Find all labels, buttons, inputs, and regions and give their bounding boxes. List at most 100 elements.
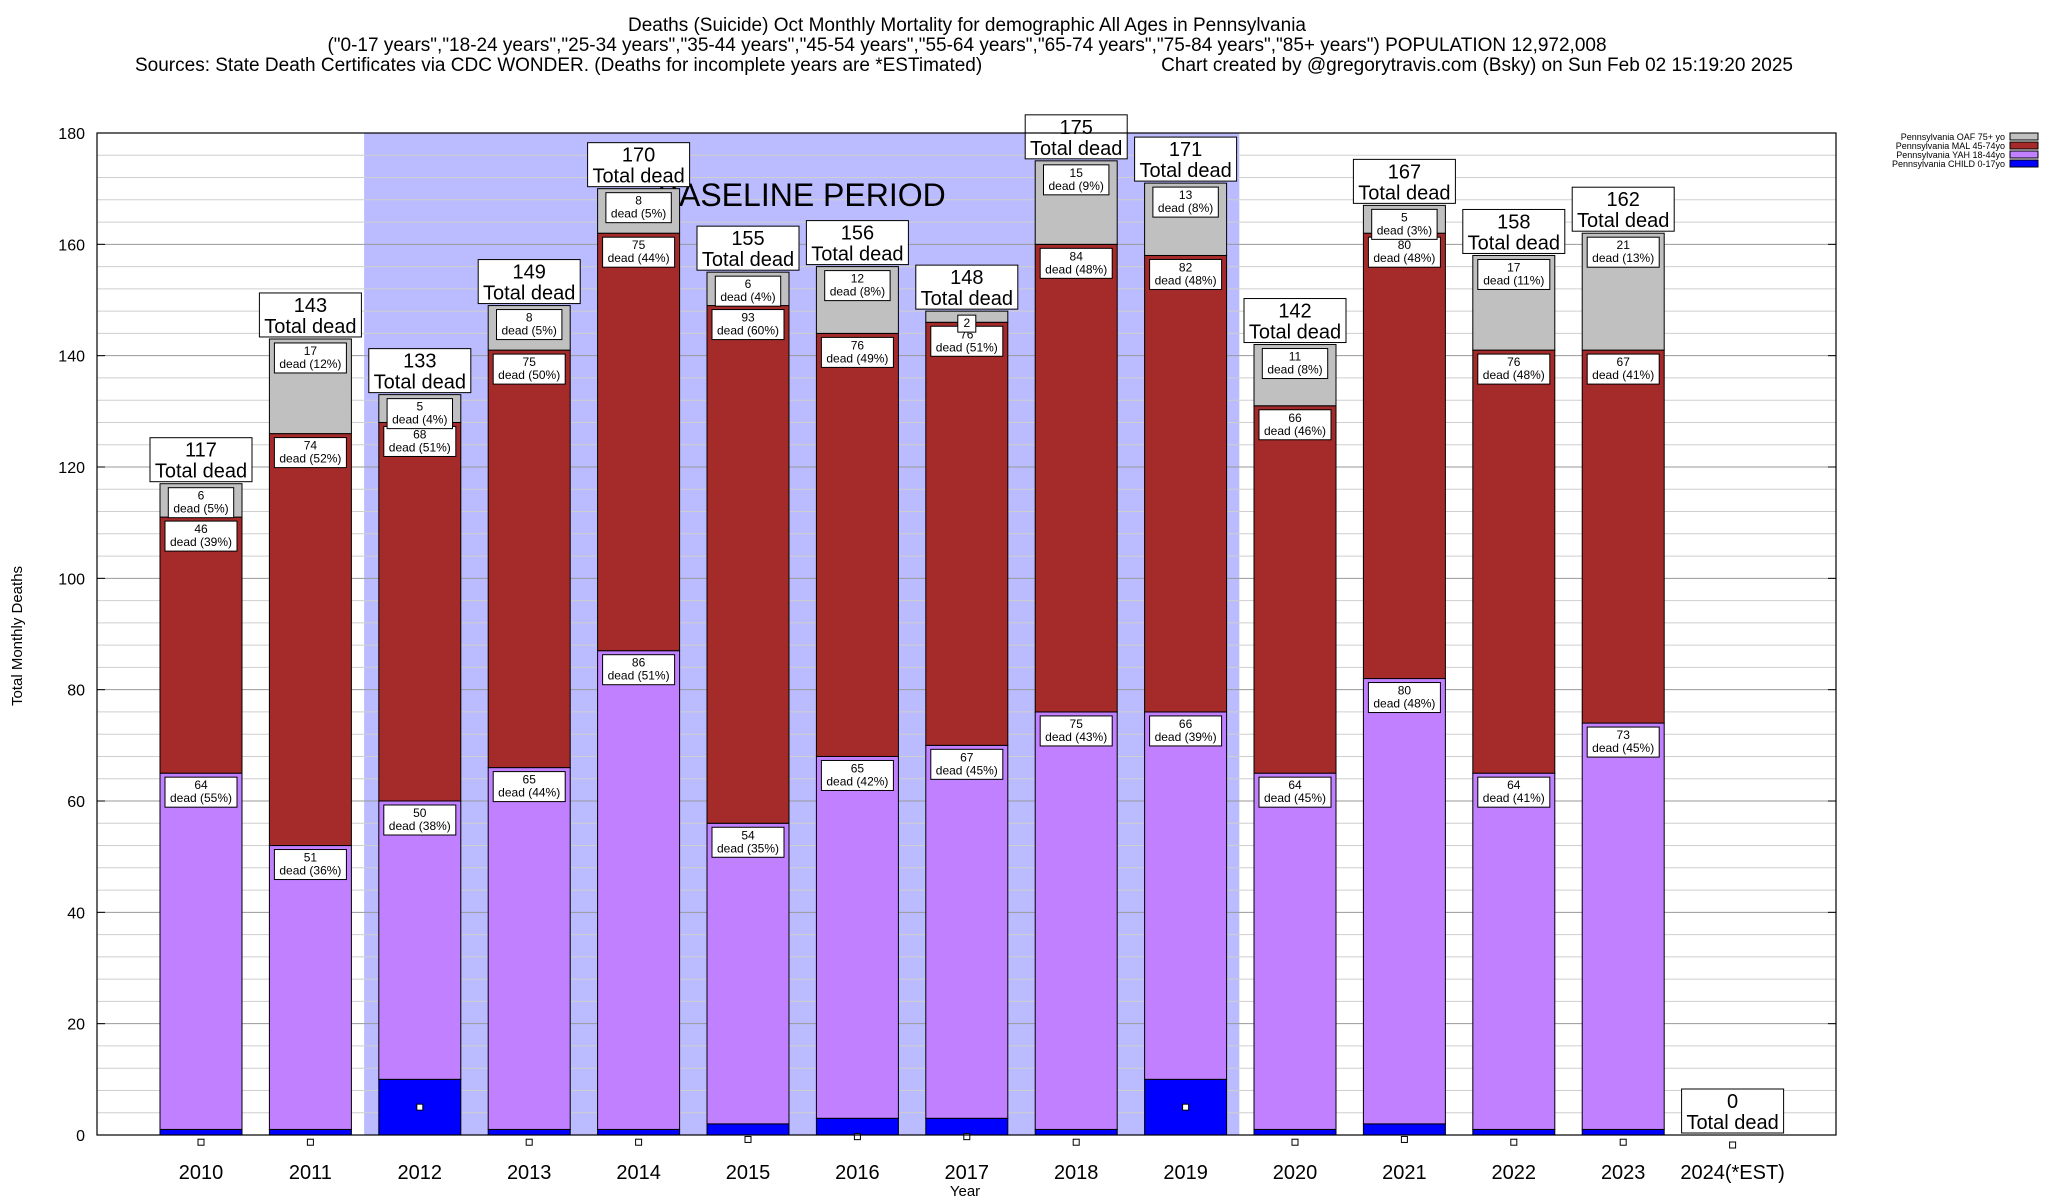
y-tick-label: 20 — [67, 1017, 85, 1034]
child-marker — [1182, 1103, 1190, 1111]
segment-label-text: 54 — [741, 828, 755, 842]
total-label-suffix: Total dead — [921, 288, 1013, 310]
segment-label-text: dead (3%) — [1377, 223, 1432, 237]
segment-label-box — [602, 236, 676, 268]
total-label-value: 158 — [1497, 211, 1530, 233]
total-label-suffix: Total dead — [374, 372, 466, 394]
child-marker — [416, 1103, 424, 1111]
segment-label-box — [1367, 682, 1441, 714]
total-label-box — [805, 220, 909, 266]
total-label-value: 175 — [1060, 117, 1093, 139]
total-label-suffix: Total dead — [592, 166, 684, 188]
bar-segment — [706, 822, 790, 1125]
child-marker — [853, 1133, 861, 1141]
segment-label-text: 67 — [1617, 355, 1631, 369]
total-label-suffix: Total dead — [483, 283, 575, 305]
segment-label-text: 12 — [851, 272, 865, 286]
total-label-suffix: Total dead — [1358, 182, 1450, 204]
segment-label-text: 84 — [1070, 249, 1084, 263]
bar-segment — [487, 767, 571, 1130]
bar-segment — [815, 332, 899, 757]
segment-label-text: dead (8%) — [1267, 363, 1322, 377]
child-marker — [1510, 1138, 1518, 1146]
bar-segment — [1472, 1128, 1556, 1136]
bar-segment — [1253, 1128, 1337, 1136]
segment-label-text: 75 — [523, 355, 537, 369]
segment-label-text: 66 — [1288, 411, 1302, 425]
segment-label-box — [1477, 258, 1551, 290]
segment-label-box — [1367, 236, 1441, 268]
segment-label-text: dead (48%) — [1373, 251, 1435, 265]
segment-label-text: dead (35%) — [717, 841, 779, 855]
segment-label-text: 17 — [304, 344, 318, 358]
bar-segment — [597, 1128, 681, 1136]
total-label-suffix: Total dead — [1139, 160, 1231, 182]
segment-label-text: 64 — [1288, 778, 1302, 792]
total-label-box — [915, 264, 1019, 310]
y-tick-label: 60 — [67, 794, 85, 811]
total-label-suffix: Total dead — [155, 461, 247, 483]
bar-segment — [597, 232, 681, 652]
segment-label-text: 64 — [1507, 778, 1521, 792]
total-label-box — [1571, 186, 1675, 232]
segment-label-text: 15 — [1070, 166, 1084, 180]
segment-label-box — [824, 270, 891, 302]
segment-data-label: 2 — [957, 314, 977, 333]
child-marker — [306, 1138, 314, 1146]
segment-label-text: 68 — [413, 427, 427, 441]
total-label-suffix: Total dead — [1249, 322, 1341, 344]
total-label-suffix: Total dead — [264, 316, 356, 338]
segment-label-text: 64 — [194, 778, 208, 792]
bar-segment — [159, 1128, 243, 1136]
segment-label-box — [1258, 409, 1332, 441]
segment-label-text: 74 — [304, 439, 318, 453]
segment-label-box — [273, 437, 347, 469]
total-label-suffix: Total dead — [1468, 232, 1560, 254]
segment-label-text: 93 — [741, 311, 755, 325]
segment-label-text: 17 — [1507, 260, 1521, 274]
segment-label-box — [714, 275, 782, 307]
total-label-value: 133 — [403, 351, 436, 373]
segment-label-text: 80 — [1398, 684, 1412, 698]
bar-segment — [925, 321, 1009, 746]
total-label-value: 148 — [950, 267, 983, 289]
segment-label-box — [492, 771, 566, 803]
segment-label-text: 11 — [1289, 350, 1302, 364]
total-label-value: 155 — [731, 228, 764, 250]
segment-label-text: 82 — [1179, 260, 1193, 274]
segment-label-text: dead (41%) — [1592, 368, 1654, 382]
total-label-box — [1462, 208, 1566, 254]
segment-label-box — [1477, 353, 1551, 385]
total-label-box — [1243, 298, 1347, 344]
segment-label-text: 6 — [745, 277, 752, 291]
segment-label-text: 80 — [1398, 238, 1412, 252]
segment-label-text: dead (13%) — [1592, 251, 1654, 265]
segment-label-text: dead (60%) — [717, 324, 779, 338]
segment-label-box — [1039, 715, 1113, 747]
segment-label-box — [273, 342, 347, 374]
segment-label-box — [711, 309, 785, 341]
bar-segment — [1034, 1128, 1118, 1136]
bar-segment — [1472, 772, 1556, 1130]
bar-segment — [1144, 711, 1228, 1080]
